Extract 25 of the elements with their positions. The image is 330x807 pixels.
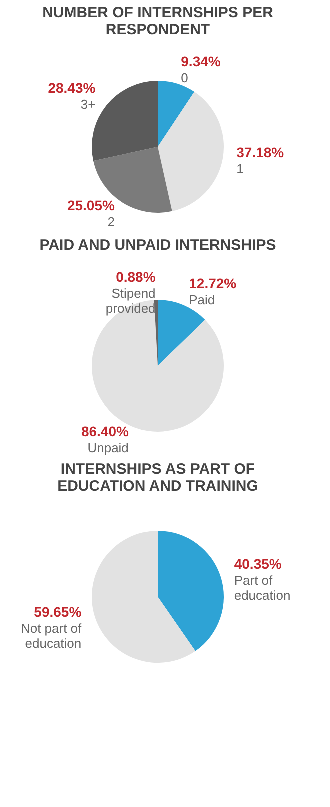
slice-label: Stipend provided <box>106 286 156 316</box>
data-label: 0.88% <box>116 269 156 286</box>
slice-label: Part of education <box>234 573 291 604</box>
pie-slice <box>92 531 196 663</box>
data-label: 28.43% <box>48 80 96 96</box>
slice-label: 2 <box>108 214 115 230</box>
chart-title: INTERNSHIPS AS PART OF EDUCATION AND TRAINING <box>58 461 258 495</box>
data-label: 59.65% <box>34 604 82 620</box>
slice-label: Unpaid <box>88 440 129 456</box>
pie-slice <box>158 531 224 652</box>
slice-label: Paid <box>189 292 216 308</box>
data-label: 37.18% <box>236 144 285 161</box>
data-label: 86.40% <box>81 424 130 440</box>
data-label: 9.34% <box>181 53 222 70</box>
slice-label: Not part of education <box>20 620 82 651</box>
pie-slice <box>158 92 224 212</box>
slice-label: 1 <box>236 162 244 177</box>
data-label: 25.05% <box>67 197 116 214</box>
chart-title: NUMBER OF INTERNSHIPS PER RESPONDENT <box>42 4 274 38</box>
pie-slice <box>158 81 195 147</box>
slice-label: 3+ <box>80 96 96 112</box>
slice-label: 0 <box>181 70 188 86</box>
data-label: 12.72% <box>189 275 238 292</box>
chart-title: PAID AND UNPAID INTERNSHIPS <box>40 237 276 254</box>
data-label: 40.35% <box>234 556 282 572</box>
